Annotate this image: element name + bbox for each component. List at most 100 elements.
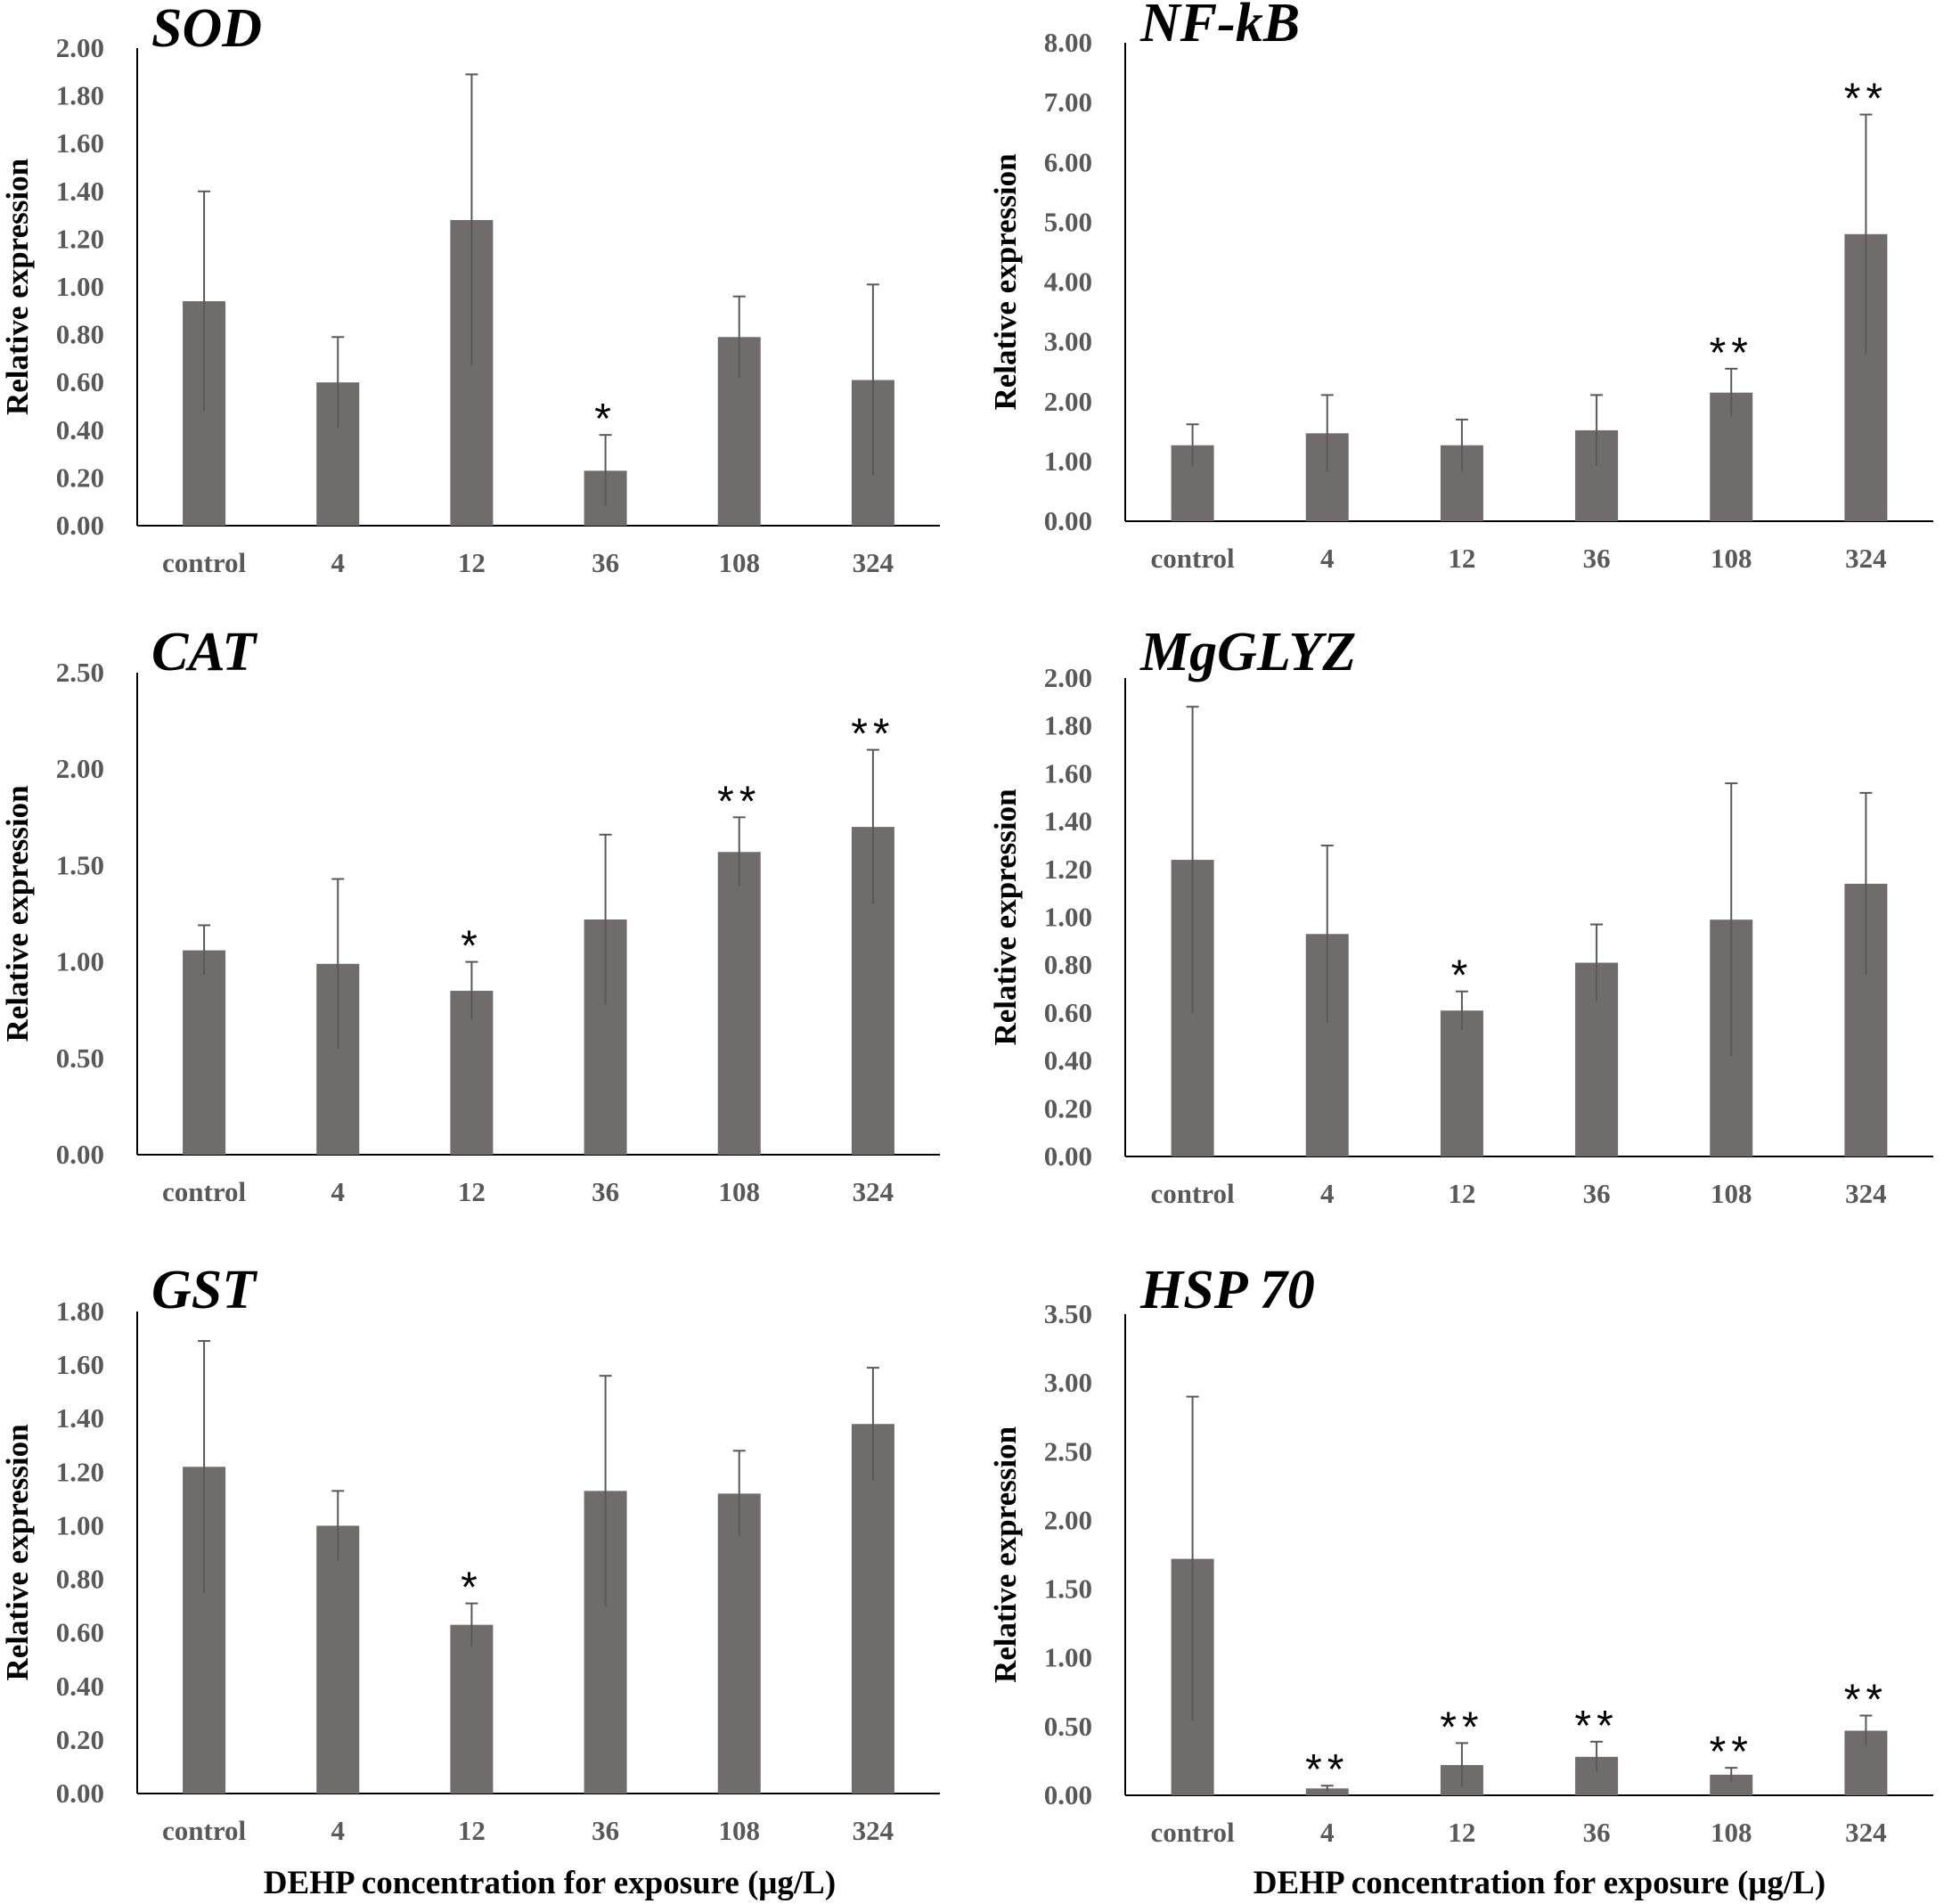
- y-tick-label: 1.60: [56, 127, 104, 159]
- y-tick-label: 0.00: [56, 1777, 104, 1809]
- y-tick-label: 1.00: [56, 1509, 104, 1540]
- y-tick-label: 3.50: [1044, 1298, 1092, 1329]
- panel-cat: CAT Relative expression 0.00 0.50 1.00 1.50 2.…: [0, 622, 940, 1207]
- x-tick-label: 108: [1711, 543, 1752, 574]
- y-tick-label: 1.00: [1044, 902, 1092, 933]
- y-tick-label: 0.00: [56, 510, 104, 541]
- x-tick-label: 4: [331, 1176, 346, 1207]
- x-tick-label: control: [162, 1815, 247, 1846]
- y-tick-label: 5.00: [1044, 206, 1092, 237]
- x-tick-label: 324: [853, 1815, 894, 1846]
- bar-4: [316, 1525, 360, 1794]
- y-axis-label: Relative expression: [0, 785, 35, 1042]
- y-tick-label: 1.20: [1044, 854, 1092, 885]
- y-tick-label: 1.80: [56, 80, 104, 111]
- significance-mark: *: [461, 1565, 483, 1612]
- panel-sod: SOD Relative expression 0.00 0.20 0.40 0.60 0.…: [0, 0, 940, 578]
- y-tick-label: 2.00: [1044, 1504, 1092, 1535]
- x-tick-label: 12: [458, 1815, 486, 1846]
- y-tick-label: 2.00: [56, 753, 104, 784]
- y-tick-label: 0.60: [1044, 997, 1092, 1028]
- x-tick-label: 108: [719, 1176, 761, 1207]
- y-tick-label: 1.00: [56, 946, 104, 977]
- y-tick-label: 1.80: [1044, 710, 1092, 741]
- significance-mark: **: [1574, 1703, 1618, 1750]
- x-tick-label: control: [162, 1176, 247, 1207]
- x-tick-label: 12: [1448, 1178, 1475, 1209]
- chart-title: NF-kB: [1139, 0, 1300, 53]
- x-tick-label: control: [1151, 543, 1236, 574]
- chart-title: GST: [151, 1260, 257, 1320]
- y-tick-label: 2.50: [1044, 1435, 1092, 1467]
- x-tick-label: 12: [458, 547, 486, 578]
- x-tick-label: control: [1151, 1178, 1236, 1209]
- chart-title: MgGLYZ: [1139, 622, 1356, 682]
- y-tick-label: 2.00: [56, 32, 104, 63]
- x-tick-label: control: [162, 547, 247, 578]
- y-axis-label: Relative expression: [988, 789, 1023, 1045]
- significance-mark: *: [461, 923, 483, 970]
- y-tick-label: 1.40: [56, 1402, 104, 1434]
- y-tick-label: 3.00: [1044, 1367, 1092, 1398]
- x-tick-label: 4: [1320, 543, 1335, 574]
- y-tick-label: 0.40: [1044, 1045, 1092, 1076]
- y-tick-label: 0.50: [1044, 1711, 1092, 1742]
- significance-mark: *: [594, 396, 617, 443]
- y-tick-label: 1.00: [56, 271, 104, 302]
- x-tick-label: 108: [1711, 1817, 1752, 1848]
- significance-mark: **: [1305, 1746, 1349, 1794]
- y-tick-label: 1.80: [56, 1295, 104, 1327]
- x-tick-label: 324: [1845, 543, 1887, 574]
- significance-mark: **: [851, 711, 894, 758]
- significance-mark: **: [1844, 1677, 1888, 1724]
- y-tick-label: 2.50: [56, 657, 104, 688]
- x-tick-label: 4: [1320, 1178, 1335, 1209]
- y-tick-label: 0.40: [56, 1671, 104, 1702]
- y-tick-label: 0.20: [56, 1724, 104, 1755]
- significance-mark: **: [1710, 1728, 1753, 1776]
- panel-hsp70: HSP 70 Relative expression 0.00 0.50 1.00 1.5…: [988, 1260, 1933, 1848]
- x-tick-label: 36: [1583, 543, 1611, 574]
- x-tick-label: 4: [1320, 1817, 1335, 1848]
- y-tick-label: 0.40: [56, 414, 104, 445]
- x-tick-label: 324: [1845, 1178, 1887, 1209]
- x-tick-label: 4: [331, 1815, 346, 1846]
- x-tick-label: 108: [1711, 1178, 1752, 1209]
- chart-title: HSP 70: [1139, 1260, 1315, 1320]
- y-tick-label: 0.00: [1044, 1779, 1092, 1810]
- significance-mark: *: [1451, 952, 1474, 1000]
- x-tick-label: 12: [458, 1176, 486, 1207]
- panel-mgglyz: MgGLYZ Relative expression 0.00 0.20 0.40 0.6…: [988, 622, 1933, 1209]
- y-tick-label: 1.50: [56, 849, 104, 880]
- y-tick-label: 0.80: [56, 319, 104, 350]
- x-axis-label-left: DEHP concentration for exposure (μg/L): [264, 1865, 836, 1901]
- x-tick-label: 12: [1448, 543, 1475, 574]
- x-tick-label: 36: [592, 1176, 619, 1207]
- y-tick-label: 0.20: [56, 462, 104, 493]
- y-tick-label: 1.40: [56, 176, 104, 207]
- x-tick-label: 324: [853, 1176, 894, 1207]
- y-tick-label: 1.60: [1044, 757, 1092, 789]
- y-tick-label: 0.20: [1044, 1092, 1092, 1124]
- x-tick-label: 324: [853, 547, 894, 578]
- y-tick-label: 0.00: [1044, 1140, 1092, 1172]
- y-axis-label: Relative expression: [0, 159, 35, 415]
- bar-12: [1440, 1010, 1483, 1156]
- y-axis-label: Relative expression: [988, 1426, 1023, 1683]
- bar-108: [717, 1493, 761, 1794]
- x-tick-label: 108: [719, 547, 761, 578]
- y-tick-label: 0.00: [1044, 505, 1092, 536]
- y-tick-label: 0.80: [56, 1564, 104, 1595]
- significance-mark: **: [717, 778, 761, 825]
- y-tick-label: 2.00: [1044, 662, 1092, 693]
- y-tick-label: 8.00: [1044, 27, 1092, 58]
- y-axis-label: Relative expression: [988, 153, 1023, 410]
- chart-title: CAT: [151, 622, 257, 682]
- x-tick-label: 108: [719, 1815, 761, 1846]
- bar-12: [450, 1624, 494, 1794]
- y-tick-label: 0.60: [56, 366, 104, 397]
- y-tick-label: 1.50: [1044, 1573, 1092, 1605]
- y-tick-label: 0.50: [56, 1042, 104, 1074]
- y-tick-label: 2.00: [1044, 386, 1092, 417]
